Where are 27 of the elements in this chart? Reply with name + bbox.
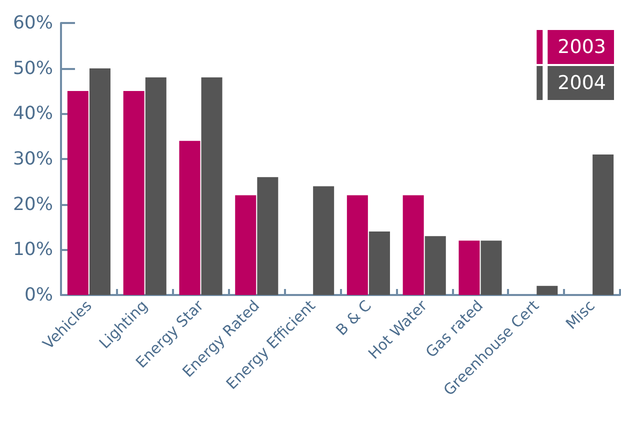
- y-tick-label: 10%: [12, 239, 53, 260]
- bar: [89, 68, 110, 295]
- y-tick-label: 30%: [12, 148, 53, 170]
- bar: [536, 286, 558, 295]
- y-tick-label: 60%: [12, 12, 53, 34]
- bar: [179, 140, 200, 295]
- bar: [235, 195, 256, 295]
- bar: [480, 240, 502, 295]
- bar: [313, 186, 334, 295]
- bar: [123, 91, 144, 295]
- bar: [592, 154, 614, 295]
- bar: [402, 195, 424, 295]
- bar: [424, 236, 446, 295]
- legend-label: 2003: [558, 36, 606, 58]
- y-tick-label: 50%: [12, 58, 53, 79]
- bar: [368, 232, 390, 295]
- x-tick-label: B & C: [332, 296, 375, 340]
- bar: [201, 77, 222, 295]
- bar: [257, 177, 278, 295]
- bar: [145, 77, 166, 295]
- bar: [67, 91, 88, 295]
- bar: [458, 240, 480, 295]
- y-tick-label: 20%: [12, 194, 53, 215]
- y-tick-label: 40%: [12, 103, 53, 124]
- legend-label: 2004: [558, 72, 606, 94]
- bar: [346, 195, 368, 295]
- y-tick-label: 0%: [24, 284, 53, 306]
